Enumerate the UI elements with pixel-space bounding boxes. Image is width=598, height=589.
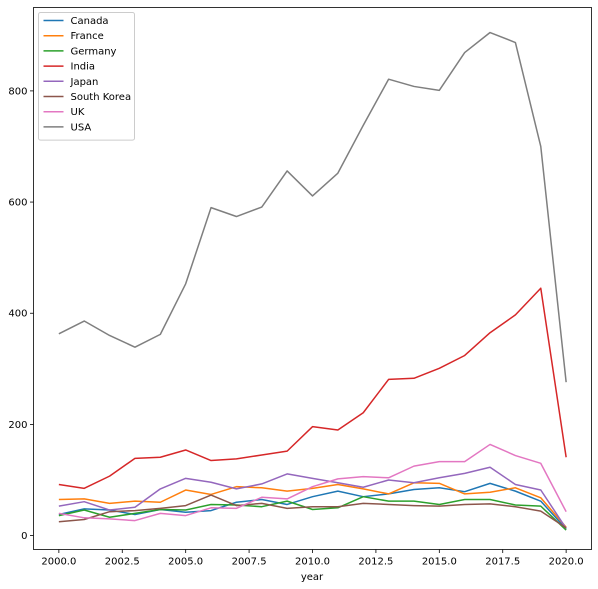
- y-tick-label: 800: [8, 86, 27, 97]
- legend-label: India: [71, 62, 96, 73]
- y-tick-label: 200: [8, 420, 27, 431]
- y-tick-label: 400: [8, 309, 27, 320]
- x-tick-label: 2002.5: [105, 557, 140, 568]
- x-tick-label: 2010.0: [295, 557, 330, 568]
- series-line-7: [58, 31, 567, 383]
- legend-box: [38, 12, 135, 141]
- legend-label: South Korea: [71, 92, 132, 103]
- x-tick-label: 2000.0: [41, 557, 76, 568]
- x-tick-label: 2015.0: [422, 557, 457, 568]
- series-line-4: [58, 466, 567, 529]
- x-tick-label: 2020.0: [549, 557, 584, 568]
- legend-label: Canada: [71, 16, 109, 27]
- x-tick-label: 2007.5: [232, 557, 267, 568]
- legend-label: Japan: [70, 77, 99, 88]
- series-line-6: [58, 443, 567, 522]
- y-tick-label: 600: [8, 198, 27, 209]
- y-tick-label: 0: [21, 531, 27, 542]
- legend-label: UK: [71, 107, 85, 118]
- x-tick-label: 2017.5: [485, 557, 520, 568]
- series-line-2: [58, 495, 567, 531]
- y-axis: 0 200 400 600 800: [8, 86, 34, 542]
- x-axis: 2000.0 2002.5 2005.0 2007.5 2010.0 2012.5 2015…: [41, 549, 584, 568]
- legend: Canada France Germany India Japan South Korea…: [38, 12, 135, 141]
- x-tick-label: 2012.5: [358, 557, 393, 568]
- series-line-3: [58, 287, 567, 490]
- series-line-5: [58, 494, 567, 529]
- legend-label: USA: [71, 122, 92, 133]
- legend-label: Germany: [71, 46, 117, 57]
- x-tick-label: 2005.0: [168, 557, 203, 568]
- plot-lines: [58, 31, 567, 531]
- legend-label: France: [71, 31, 104, 42]
- x-axis-label: year: [301, 572, 324, 583]
